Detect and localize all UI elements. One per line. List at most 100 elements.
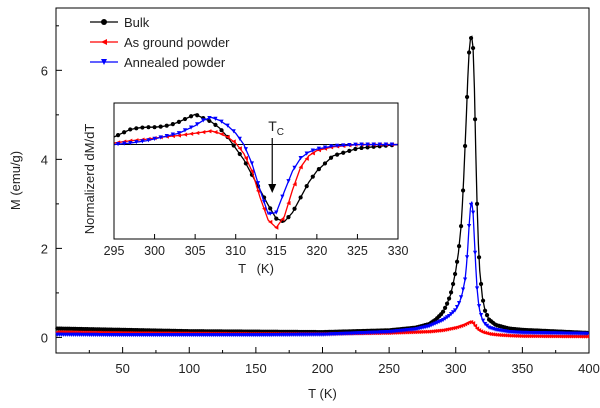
data-point (195, 122, 200, 127)
data-point (458, 224, 464, 229)
inset-series-3 (113, 116, 398, 216)
data-point (158, 124, 163, 129)
data-point (456, 301, 462, 306)
data-point (170, 122, 175, 127)
data-point (195, 130, 200, 136)
data-point (482, 308, 488, 313)
data-point (201, 118, 206, 123)
inset-x-tick-label: 300 (144, 244, 165, 258)
data-point (140, 139, 145, 144)
data-point (389, 142, 395, 147)
data-point (514, 333, 520, 339)
inset-series-group (113, 113, 399, 230)
data-point (298, 195, 303, 200)
data-point (456, 244, 462, 249)
data-point (101, 39, 107, 45)
data-point (504, 333, 510, 338)
data-point (460, 188, 466, 193)
data-point (292, 206, 297, 211)
data-point (444, 315, 450, 320)
main-x-axis-title: T (K) (308, 386, 337, 401)
main-y-tick-label: 6 (41, 63, 48, 78)
data-point (458, 295, 464, 300)
data-point (243, 147, 248, 152)
data-point (448, 290, 454, 295)
data-point (409, 330, 414, 335)
data-point (411, 330, 416, 335)
data-point (440, 309, 446, 314)
data-point (262, 199, 267, 205)
data-point (213, 116, 218, 121)
data-point (584, 331, 590, 336)
data-point (496, 332, 502, 338)
data-point (442, 327, 448, 332)
data-point (359, 142, 364, 147)
data-point (444, 327, 450, 332)
data-point (516, 333, 522, 339)
data-point (304, 156, 309, 161)
inset-y-axis-title: Normalizerd dM/dT (82, 124, 97, 235)
data-point (359, 145, 364, 151)
data-point (512, 333, 518, 338)
data-point (188, 114, 194, 119)
data-point (286, 214, 291, 220)
data-point (164, 123, 169, 128)
data-point (446, 296, 452, 301)
data-point (584, 334, 590, 339)
data-point (468, 35, 474, 41)
data-point (237, 136, 242, 141)
data-point (170, 132, 175, 137)
data-point (365, 142, 370, 147)
data-point (164, 133, 169, 139)
data-point (448, 312, 454, 317)
data-point (219, 128, 224, 133)
data-point (353, 146, 358, 152)
data-point (446, 326, 452, 332)
main-series-3 (55, 201, 590, 338)
data-point (508, 333, 514, 338)
main-chart: 50 100 150 200 250 300 350 400 0 2 4 6 T (K) M (emu… (8, 7, 600, 401)
data-point (442, 316, 448, 321)
data-point (280, 217, 285, 222)
data-point (470, 210, 476, 215)
data-point (434, 328, 440, 333)
data-point (122, 130, 127, 135)
legend: Bulk As ground powder Annealed powder (90, 15, 230, 70)
data-point (474, 201, 480, 206)
inset-plot-frame (113, 102, 399, 240)
data-point (506, 333, 512, 338)
data-point (152, 136, 157, 141)
data-point (328, 155, 334, 160)
data-point (140, 125, 145, 130)
data-point (490, 332, 496, 337)
main-x-tick-label: 100 (178, 361, 200, 376)
data-point (472, 250, 478, 255)
data-point (347, 142, 352, 148)
inset-x-axis-title: T (K) (238, 261, 274, 276)
legend-label: Bulk (124, 15, 150, 30)
data-point (425, 329, 430, 334)
data-point (466, 50, 472, 55)
data-point (207, 118, 212, 124)
data-point (438, 328, 444, 333)
data-point (286, 201, 291, 206)
data-point (510, 333, 516, 338)
data-point (450, 326, 456, 331)
main-x-tick-label: 200 (312, 361, 334, 376)
data-point (428, 329, 434, 334)
data-point (213, 122, 218, 128)
data-point (452, 271, 458, 277)
main-x-tick-label: 250 (378, 361, 400, 376)
data-point (195, 113, 200, 118)
data-point (231, 129, 236, 134)
data-point (316, 167, 321, 172)
data-point (237, 151, 242, 157)
data-point (440, 328, 446, 333)
data-point (407, 330, 412, 335)
data-point (182, 128, 188, 133)
data-point (101, 19, 107, 25)
data-point (298, 165, 303, 170)
data-point (341, 150, 346, 155)
data-point (255, 188, 261, 193)
data-point (115, 142, 121, 147)
